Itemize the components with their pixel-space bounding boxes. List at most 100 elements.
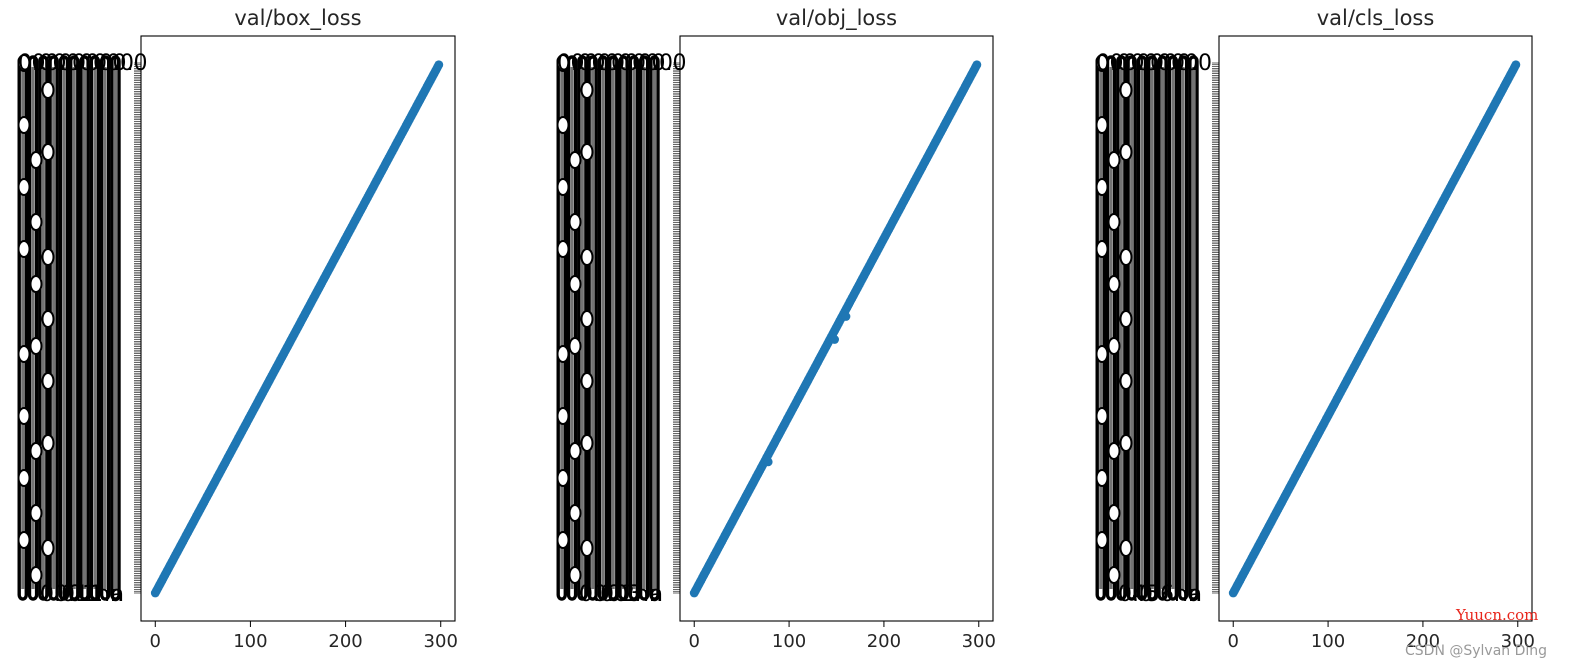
y-tick-label-column <box>27 55 39 601</box>
y-tick-label-column-fill <box>1119 67 1123 589</box>
watermark-author: CSDN @Sylvan Ding <box>1405 643 1548 659</box>
y-tick-label-column <box>1116 55 1127 601</box>
y-tick-label-glyph <box>17 531 31 549</box>
y-tick-label-column-fill <box>93 67 97 589</box>
y-tick-label: 0.0 <box>571 51 606 76</box>
y-tick-label-column-fill <box>1171 67 1175 589</box>
y-tick-label-glyph <box>568 151 582 169</box>
y-tick-label-column <box>89 55 101 601</box>
data-point-outlier <box>841 312 851 321</box>
y-tick-label-column-fill <box>103 67 107 589</box>
y-tick-label-glyph <box>1095 54 1109 72</box>
y-tick-label-glyph <box>1095 240 1109 258</box>
data-point <box>434 60 444 70</box>
y-tick-label: 0.1 <box>54 582 89 607</box>
y-tick-label-glyph <box>580 539 594 557</box>
y-tick-label-column <box>577 55 588 601</box>
y-tick-label: 4 <box>1132 582 1146 607</box>
y-tick-label-column-fill <box>72 67 76 589</box>
y-tick-labels: 0.00.00.00.00.00.00.00.00.00.10.11 nan <box>17 51 148 607</box>
y-tick-label-column-fill <box>62 67 66 589</box>
y-tick-label-glyph <box>580 143 594 161</box>
y-tick-label-glyph <box>556 407 570 425</box>
series-points <box>150 60 444 598</box>
y-tick-label-glyph <box>41 434 55 452</box>
y-tick-label-glyph <box>1107 151 1121 169</box>
y-tick-label-column-fill <box>1109 67 1113 589</box>
y-tick-label-column-fill <box>31 67 35 589</box>
y-tick-label-glyph <box>1107 213 1121 231</box>
y-tick-label-glyph <box>41 310 55 328</box>
y-tick-labels: 0.00.00.00.00.00.00.00.00.00.00.32 nan <box>556 51 687 607</box>
y-tick-label: 0.0 <box>72 51 107 76</box>
x-tick-label: 100 <box>1311 631 1345 652</box>
y-tick-label-glyph <box>1107 566 1121 584</box>
y-tick-label: 0.0 <box>1164 51 1199 76</box>
y-tick-label-column <box>38 55 49 601</box>
y-tick-label-column <box>79 55 90 601</box>
y-tick-label-column-fill <box>113 67 117 589</box>
y-tick-label-glyph <box>580 434 594 452</box>
y-tick-label: 0.0 <box>1110 51 1145 76</box>
y-tick-label-glyph <box>1107 275 1121 293</box>
y-tick-label-glyph <box>1119 143 1133 161</box>
y-tick-label-column <box>597 55 609 601</box>
y-tick-label-column-fill <box>1140 67 1144 589</box>
y-tick-marks <box>134 62 141 594</box>
y-tick-label-column-fill <box>642 67 646 589</box>
axes-frame <box>140 35 456 622</box>
y-tick-label-column-fill <box>652 67 656 589</box>
y-tick-label-glyph <box>1107 442 1121 460</box>
subplot-title: val/cls_loss <box>1317 6 1435 31</box>
y-tick-label-column-fill <box>580 67 584 589</box>
x-tick-label: 300 <box>424 631 458 652</box>
y-tick-label-column-fill <box>601 67 605 589</box>
y-tick-label-column-fill <box>1150 67 1154 589</box>
y-tick-label: na <box>635 582 662 607</box>
y-tick-label: 0.0 <box>598 51 633 76</box>
y-tick-label-glyph <box>41 143 55 161</box>
y-tick-marks <box>1212 62 1219 594</box>
y-tick-label: 0.0 <box>638 51 673 76</box>
y-tick-label-glyph <box>29 442 43 460</box>
y-tick-label-glyph <box>568 566 582 584</box>
y-tick-label-column-fill <box>52 67 56 589</box>
x-tick-label: 200 <box>328 631 362 652</box>
x-tick-label: 100 <box>772 631 806 652</box>
y-tick-label-column <box>1136 55 1148 601</box>
y-tick-label: 6 <box>1160 582 1174 607</box>
y-tick-label-column-fill <box>1130 67 1134 589</box>
x-tick-label: 300 <box>1501 631 1535 652</box>
y-tick-label: na <box>1174 582 1201 607</box>
y-tick-label: 0.3 <box>607 582 642 607</box>
y-tick-label-glyph <box>17 240 31 258</box>
y-tick-label-column <box>1105 55 1117 601</box>
y-tick-label: 0.0 <box>611 51 646 76</box>
y-tick-label-glyph <box>17 345 31 363</box>
y-tick-label-glyph <box>1095 345 1109 363</box>
y-tick-label: n <box>649 582 663 607</box>
y-tick-label-glyph <box>580 372 594 390</box>
x-tick-label: 0 <box>1228 631 1239 652</box>
y-tick-label: 0.1 <box>68 582 103 607</box>
y-tick-label-column-fill <box>1161 67 1165 589</box>
y-tick-label-column <box>638 55 650 601</box>
data-point <box>1511 60 1521 70</box>
y-tick-label: 0.0 <box>1123 51 1158 76</box>
y-tick-label: 0.0 <box>32 51 67 76</box>
y-tick-label-column <box>99 55 111 601</box>
x-tick-label: 300 <box>962 631 996 652</box>
y-tick-label: 0.0 <box>1177 51 1212 76</box>
y-tick-label-column-fill <box>21 67 25 589</box>
y-tick-label-column-fill <box>83 67 87 589</box>
y-tick-label-glyph <box>580 81 594 99</box>
data-point-outlier <box>830 335 840 344</box>
y-tick-label: n <box>1188 582 1202 607</box>
y-tick-label-glyph <box>1095 469 1109 487</box>
y-tick-label-column-fill <box>611 67 615 589</box>
y-tick-label-glyph <box>568 213 582 231</box>
y-tick-label: 0.0 <box>45 51 80 76</box>
y-tick-label-glyph <box>41 372 55 390</box>
y-tick-label-glyph <box>41 539 55 557</box>
